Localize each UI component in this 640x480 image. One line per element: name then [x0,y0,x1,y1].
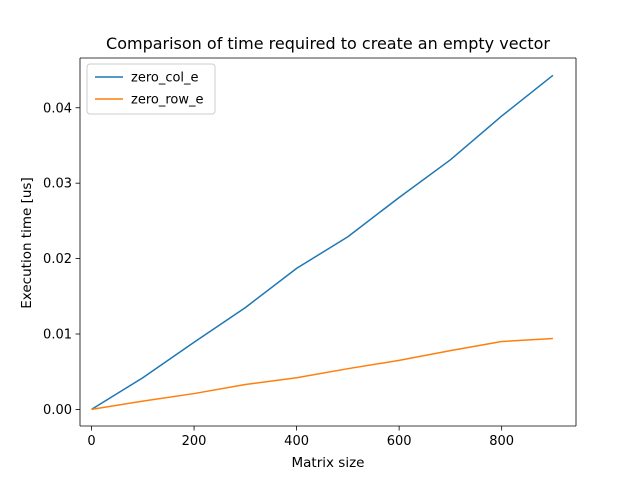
x-axis-label: Matrix size [292,455,365,471]
axes-layer: 0 200 400 600 800 0.00 0.01 0.02 0.03 0.04 [43,57,577,449]
series-line-zero_col_e [91,74,554,411]
legend-label-zero_row_e: zero_row_e [131,93,203,108]
x-tick-label-600: 600 [387,434,412,449]
y-tick-label-0.00: 0.00 [43,403,72,418]
legend-label-zero_col_e: zero_col_e [131,71,199,86]
series-layer [91,74,554,411]
y-tick-label-0.02: 0.02 [43,252,72,267]
x-tick-label-800: 800 [489,434,514,449]
x-tick-label-400: 400 [284,434,309,449]
x-tick-label-0: 0 [87,434,95,449]
y-tick-label-0.04: 0.04 [43,101,72,116]
y-tick-label-0.01: 0.01 [43,328,72,343]
y-tick-label-0.03: 0.03 [43,177,72,192]
legend: zero_col_e zero_row_e [86,63,216,115]
chart-title: Comparison of time required to create an… [106,34,550,53]
x-tick-label-200: 200 [182,434,207,449]
series-line-zero_row_e [91,337,553,411]
y-axis-label: Execution time [us] [19,177,35,308]
